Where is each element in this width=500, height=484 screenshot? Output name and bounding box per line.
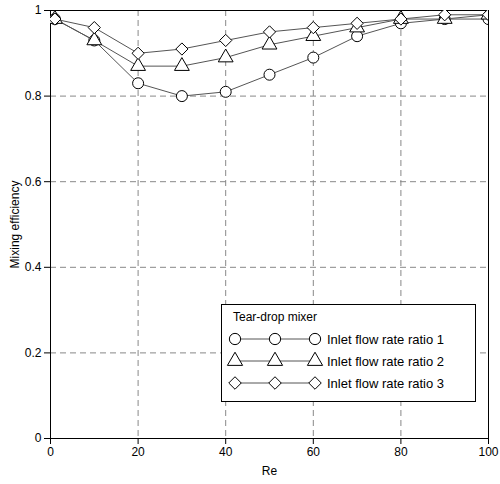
svg-text:Inlet flow rate ratio 1: Inlet flow rate ratio 1 — [327, 332, 444, 347]
svg-text:100: 100 — [478, 445, 498, 459]
svg-text:1: 1 — [35, 3, 42, 17]
svg-text:Inlet flow rate ratio 2: Inlet flow rate ratio 2 — [327, 354, 444, 369]
svg-text:Re: Re — [262, 464, 278, 478]
svg-text:0: 0 — [47, 445, 54, 459]
svg-text:0.2: 0.2 — [25, 346, 42, 360]
svg-text:20: 20 — [131, 445, 145, 459]
svg-text:40: 40 — [219, 445, 233, 459]
svg-text:60: 60 — [307, 445, 321, 459]
svg-text:Tear-drop mixer: Tear-drop mixer — [233, 310, 317, 324]
svg-text:0.4: 0.4 — [25, 260, 42, 274]
svg-text:80: 80 — [394, 445, 408, 459]
svg-text:0.6: 0.6 — [25, 175, 42, 189]
svg-text:Mixing efficiency: Mixing efficiency — [8, 181, 22, 269]
svg-text:0.8: 0.8 — [25, 89, 42, 103]
svg-text:Inlet flow rate ratio 3: Inlet flow rate ratio 3 — [327, 376, 444, 391]
svg-text:0: 0 — [35, 431, 42, 445]
